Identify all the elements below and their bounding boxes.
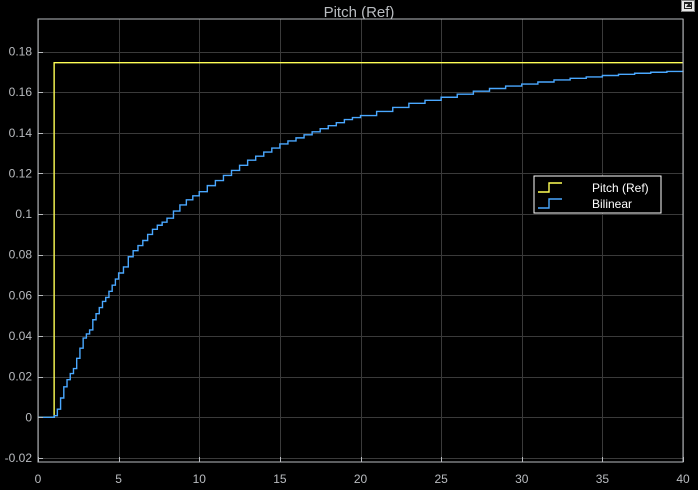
x-tick-label: 40 (676, 472, 690, 486)
legend[interactable]: Pitch (Ref) Bilinear (533, 175, 662, 214)
plot-frame (37, 18, 684, 463)
legend-symbol-1 (538, 198, 562, 209)
legend-symbol-0 (538, 182, 562, 193)
x-tick-label: 35 (596, 472, 610, 486)
legend-box (533, 175, 662, 214)
y-tick-label: 0.18 (9, 45, 33, 59)
y-tick-label: -0.02 (5, 451, 33, 465)
x-tick-label: 20 (354, 472, 368, 486)
y-tick-label: 0.04 (9, 329, 33, 343)
grid-lines (38, 19, 684, 462)
y-tick-label: 0 (25, 410, 32, 424)
y-tick-label: 0.12 (9, 166, 33, 180)
series-line-1 (38, 70, 684, 418)
x-tick-label: 30 (515, 472, 529, 486)
undock-icon[interactable] (681, 0, 695, 12)
legend-label-1: Bilinear (592, 197, 632, 211)
x-tick-label: 10 (193, 472, 207, 486)
y-tick-label: 0.06 (9, 288, 33, 302)
plot-area[interactable] (38, 19, 683, 462)
chart-title: Pitch (Ref) (324, 4, 395, 21)
x-tick-label: 15 (273, 472, 287, 486)
series-lines (38, 61, 684, 418)
y-tick-label: 0.02 (9, 370, 33, 384)
axis-ticks: 0 5 10 15 20 25 30 35 40-0.0200.020.040.060.080.… (5, 45, 690, 486)
arrow-up-icon (686, 3, 692, 7)
x-tick-label: 25 (434, 472, 448, 486)
legend-label-0: Pitch (Ref) (592, 181, 649, 195)
y-tick-label: 0.1 (15, 207, 32, 221)
x-tick-label: 5 (115, 472, 122, 486)
y-tick-label: 0.14 (9, 126, 33, 140)
y-tick-label: 0.08 (9, 248, 33, 262)
y-tick-label: 0.16 (9, 85, 33, 99)
x-tick-label: 0 (35, 472, 42, 486)
